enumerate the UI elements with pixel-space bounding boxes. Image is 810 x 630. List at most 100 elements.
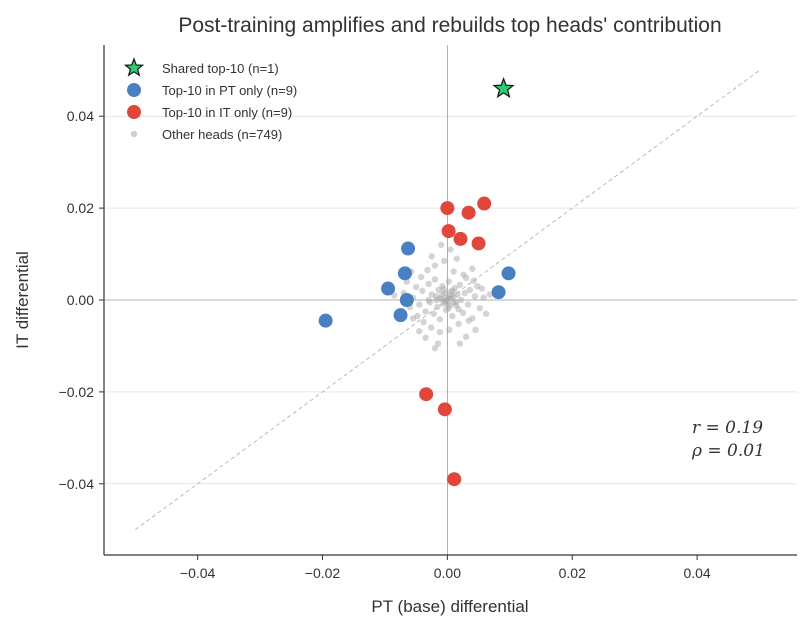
it-only-point-7: [437, 402, 452, 417]
pt-only-point-0: [318, 313, 333, 328]
annotation-spearman: ρ = 0.01: [691, 441, 765, 461]
it-only-point-5: [477, 196, 492, 211]
it-only-point-6: [419, 387, 434, 402]
x-tick-label-1: −0.02: [305, 565, 341, 581]
other-head-point-33: [464, 301, 472, 308]
legend: Shared top-10 (n=1) Top-10 in PT only (n=…: [123, 57, 297, 142]
it-only-point-2: [453, 231, 468, 246]
other-head-point-57: [482, 310, 490, 317]
other-head-point-71: [478, 285, 485, 292]
y-tick-label-4: 0.04: [67, 108, 94, 124]
legend-label-1: Top-10 in PT only (n=9): [162, 83, 297, 98]
other-head-point-4: [425, 280, 432, 288]
legend-label-2: Top-10 in IT only (n=9): [162, 105, 292, 120]
other-head-point-65: [447, 246, 454, 253]
it-only-point-4: [471, 236, 486, 251]
other-head-point-70: [409, 315, 417, 322]
other-head-point-68: [437, 241, 445, 249]
other-head-point-31: [461, 289, 469, 297]
other-head-point-72: [425, 296, 432, 304]
pt-only-point-6: [491, 285, 506, 300]
data-points: [318, 76, 516, 487]
other-head-point-56: [480, 294, 487, 301]
other-head-point-2: [419, 287, 426, 295]
other-head-point-49: [450, 268, 457, 275]
other-head-point-83: [440, 285, 447, 293]
other-head-point-48: [446, 326, 453, 334]
other-head-point-43: [424, 266, 431, 274]
other-head-point-62: [434, 340, 442, 347]
other-head-point-50: [455, 320, 462, 328]
y-tick-label-1: −0.02: [59, 384, 95, 400]
other-head-point-7: [430, 310, 437, 317]
star-point-0: [492, 76, 515, 99]
legend-marker-3: [130, 130, 138, 138]
chart-title: Post-training amplifies and rebuilds top…: [178, 14, 721, 37]
pt-only-point-5: [401, 241, 416, 256]
legend-label-3: Other heads (n=749): [162, 127, 282, 142]
x-tick-label-0: −0.04: [180, 565, 216, 581]
y-tick-label-2: 0.00: [67, 292, 94, 308]
other-head-point-38: [476, 305, 484, 312]
other-head-point-44: [427, 324, 435, 331]
other-head-point-81: [436, 294, 444, 302]
pt-only-point-1: [381, 281, 396, 296]
other-head-point-10: [434, 303, 441, 311]
y-tick-label-3: 0.02: [67, 200, 94, 216]
y-tick-label-0: −0.04: [59, 476, 95, 492]
other-head-point-3: [422, 308, 429, 315]
other-head-point-69: [456, 340, 464, 347]
legend-marker-2: [127, 105, 141, 119]
other-head-point-61: [462, 333, 470, 340]
pt-only-point-3: [397, 266, 412, 281]
pt-only-point-2: [393, 308, 408, 323]
it-only-point-1: [441, 224, 456, 239]
other-head-point-26: [454, 291, 461, 298]
other-head-point-12: [436, 316, 444, 323]
other-head-point-34: [466, 286, 474, 294]
other-head-point-60: [422, 334, 429, 341]
other-head-point-59: [472, 326, 479, 334]
other-head-point-30: [459, 309, 467, 317]
other-head-point-1: [416, 301, 423, 308]
x-tick-label-3: 0.02: [559, 565, 586, 581]
other-head-point-90: [391, 292, 398, 299]
other-head-point-82: [452, 302, 460, 309]
other-head-point-36: [471, 293, 479, 300]
other-head-point-86: [445, 295, 452, 303]
other-head-point-22: [449, 312, 456, 320]
it-only-point-0: [440, 201, 455, 216]
other-head-point-67: [469, 265, 476, 272]
other-head-point-47: [441, 257, 448, 265]
other-head-point-19: [445, 278, 452, 285]
other-head-point-51: [460, 271, 467, 278]
legend-marker-1: [127, 83, 141, 97]
annotation-pearson: r = 0.19: [692, 418, 763, 438]
other-head-point-64: [428, 253, 435, 260]
it-only-point-3: [461, 205, 476, 220]
legend-marker-0: [123, 57, 145, 77]
other-head-point-29: [457, 296, 465, 304]
x-axis-title: PT (base) differential: [371, 597, 528, 616]
other-head-point-45: [431, 262, 439, 269]
x-tick-label-2: 0.00: [434, 565, 461, 581]
other-head-point-53: [470, 277, 477, 284]
other-head-point-89: [431, 345, 439, 352]
other-head-point-66: [416, 328, 423, 335]
other-head-point-41: [417, 273, 425, 281]
x-tick-label-4: 0.04: [683, 565, 710, 581]
other-head-point-28: [456, 281, 464, 289]
other-head-point-52: [465, 317, 472, 324]
it-only-point-8: [447, 472, 462, 487]
legend-label-0: Shared top-10 (n=1): [162, 61, 279, 76]
other-head-point-42: [420, 318, 427, 326]
pt-only-point-4: [399, 293, 414, 307]
pt-only-point-7: [501, 266, 516, 281]
other-head-point-63: [453, 255, 460, 262]
other-head-point-39: [412, 283, 420, 291]
y-axis-title: IT differential: [13, 251, 32, 349]
correlation-annotations: r = 0.19 ρ = 0.01: [691, 418, 765, 461]
other-head-point-88: [486, 291, 494, 298]
other-head-point-8: [431, 276, 439, 283]
